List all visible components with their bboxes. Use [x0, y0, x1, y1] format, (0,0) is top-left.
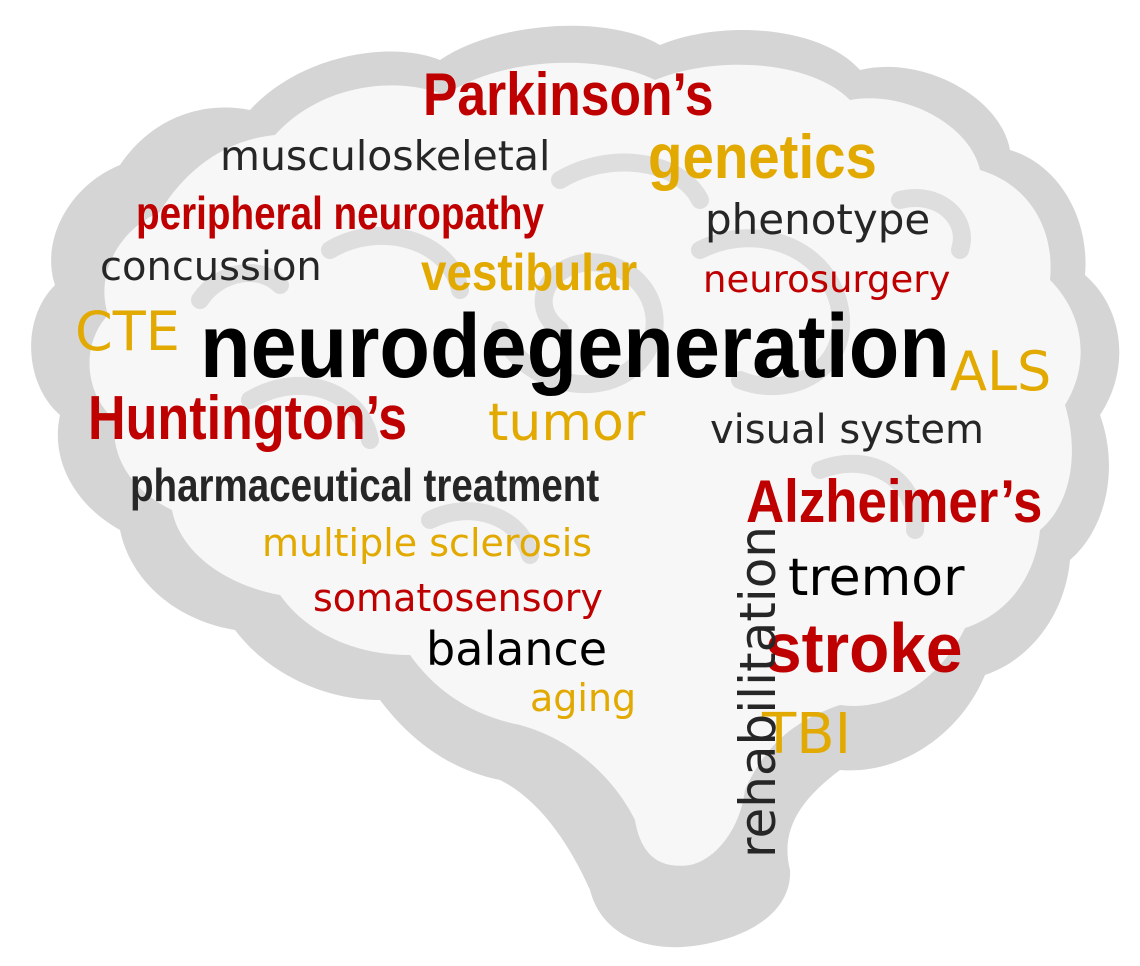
brain-inner: [89, 62, 1081, 866]
word-genetics: genetics: [648, 123, 877, 192]
word-parkinsons: Parkinson’s: [423, 61, 714, 128]
word-tumor: tumor: [488, 393, 646, 453]
word-tremor: tremor: [788, 548, 965, 608]
word-phenotype: phenotype: [705, 195, 931, 244]
word-neurodegeneration: neurodegeneration: [200, 297, 950, 397]
word-als: ALS: [950, 340, 1052, 403]
word-aging: aging: [530, 676, 637, 720]
word-somatosensory: somatosensory: [313, 576, 603, 620]
word-alzheimers: Alzheimer’s: [746, 468, 1043, 535]
word-neurosurgery: neurosurgery: [703, 258, 951, 301]
word-rehabilitation: rehabilitation: [729, 526, 787, 858]
word-huntingtons: Huntington’s: [88, 384, 408, 453]
word-stroke: stroke: [765, 609, 963, 687]
word-vestibular: vestibular: [421, 244, 638, 302]
word-concussion: concussion: [100, 244, 322, 290]
word-peripheral-neuropathy: peripheral neuropathy: [136, 187, 544, 239]
word-visual-system: visual system: [710, 407, 984, 453]
word-multiple-sclerosis: multiple sclerosis: [262, 521, 593, 565]
brain-swirls: [191, 153, 971, 564]
word-balance: balance: [426, 622, 608, 676]
word-pharmaceutical-treatment: pharmaceutical treatment: [130, 459, 600, 511]
word-musculoskeletal: musculoskeletal: [220, 132, 551, 180]
word-tbi: TBI: [762, 702, 852, 767]
word-cte: CTE: [75, 300, 180, 363]
